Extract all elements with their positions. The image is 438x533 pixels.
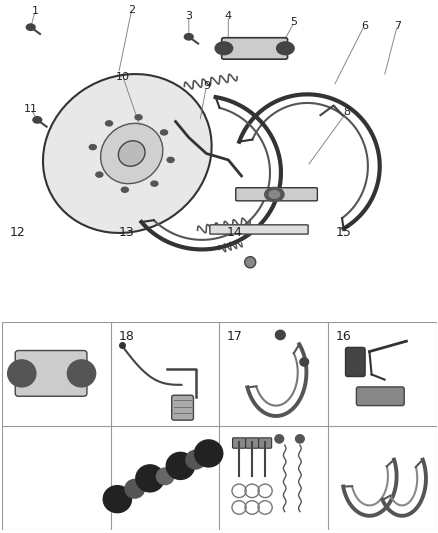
- Ellipse shape: [43, 74, 211, 233]
- Circle shape: [67, 360, 95, 387]
- Circle shape: [89, 144, 96, 150]
- Text: 2: 2: [128, 5, 135, 14]
- Circle shape: [121, 187, 128, 192]
- Circle shape: [160, 130, 167, 135]
- Circle shape: [26, 24, 35, 30]
- Text: 10: 10: [116, 72, 130, 82]
- Ellipse shape: [100, 123, 162, 184]
- Circle shape: [194, 440, 222, 467]
- Circle shape: [105, 121, 112, 126]
- Text: 14: 14: [226, 226, 242, 239]
- FancyBboxPatch shape: [356, 387, 403, 406]
- FancyBboxPatch shape: [221, 38, 287, 59]
- Circle shape: [135, 115, 142, 120]
- Text: 12: 12: [10, 226, 25, 239]
- FancyBboxPatch shape: [258, 438, 271, 448]
- Text: 11: 11: [24, 104, 38, 114]
- Text: 4: 4: [224, 11, 231, 21]
- Circle shape: [95, 172, 102, 177]
- Text: 7: 7: [393, 21, 400, 30]
- FancyBboxPatch shape: [209, 225, 307, 234]
- Text: 16: 16: [335, 330, 351, 343]
- Text: 5: 5: [290, 18, 297, 27]
- FancyBboxPatch shape: [235, 188, 317, 201]
- Ellipse shape: [118, 141, 145, 166]
- Circle shape: [299, 358, 308, 366]
- FancyBboxPatch shape: [232, 438, 245, 448]
- Circle shape: [156, 468, 173, 484]
- FancyBboxPatch shape: [345, 348, 364, 376]
- Circle shape: [295, 435, 304, 443]
- Ellipse shape: [244, 257, 255, 268]
- Text: 3: 3: [185, 11, 192, 21]
- Text: 6: 6: [360, 21, 367, 30]
- Circle shape: [185, 450, 205, 469]
- Circle shape: [274, 435, 283, 443]
- Circle shape: [33, 117, 42, 123]
- Circle shape: [166, 453, 194, 479]
- Circle shape: [167, 157, 174, 163]
- Circle shape: [7, 360, 36, 387]
- Circle shape: [103, 486, 131, 513]
- Text: 15: 15: [335, 226, 351, 239]
- FancyBboxPatch shape: [15, 351, 87, 396]
- Circle shape: [184, 34, 193, 40]
- FancyBboxPatch shape: [245, 438, 258, 448]
- Circle shape: [125, 479, 144, 498]
- Circle shape: [268, 191, 279, 198]
- Circle shape: [135, 465, 164, 492]
- Circle shape: [264, 188, 283, 201]
- Text: 9: 9: [202, 82, 209, 91]
- Text: 13: 13: [118, 226, 134, 239]
- Text: 1: 1: [32, 6, 39, 16]
- Text: 17: 17: [226, 330, 242, 343]
- Circle shape: [151, 181, 158, 186]
- FancyBboxPatch shape: [171, 395, 193, 420]
- Circle shape: [275, 330, 285, 340]
- Circle shape: [215, 42, 232, 55]
- Text: 8: 8: [343, 107, 350, 117]
- Text: 18: 18: [118, 330, 134, 343]
- Circle shape: [276, 42, 293, 55]
